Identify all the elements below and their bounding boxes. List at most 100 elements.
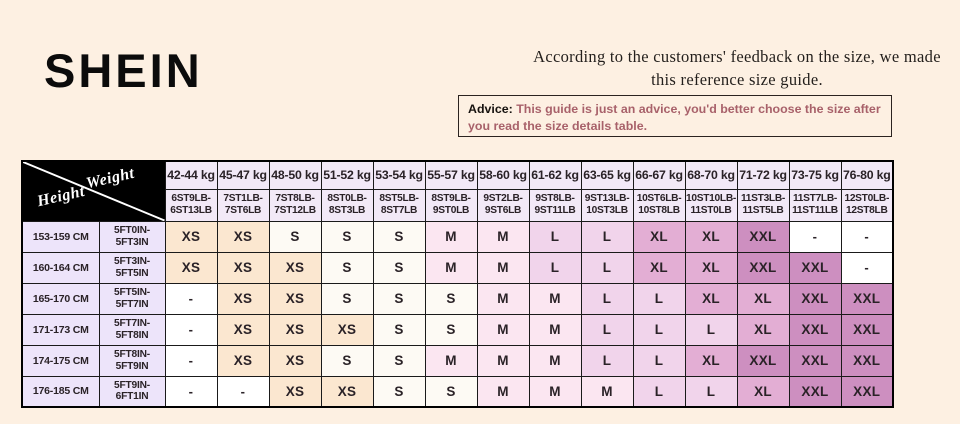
weight-lb-from: 8ST5LB- <box>379 193 419 205</box>
size-cell: XXL <box>840 375 894 408</box>
size-cell: XL <box>684 344 738 377</box>
height-cm-cell: 171-173 CM <box>21 313 100 346</box>
size-cell: M <box>528 375 582 408</box>
height-ft-cell: 5FT0IN- 5FT3IN <box>98 220 166 253</box>
weight-lb-from: 7ST8LB- <box>275 193 315 205</box>
weight-lb-to: 8ST3LB <box>328 205 366 216</box>
table-row: 160-164 CM 5FT3IN- 5FT5IN XS XS XS S S M M L L XL XL X… <box>21 251 894 284</box>
weight-header-lb: 11ST3LB- 11ST5LB <box>736 188 790 222</box>
size-cell: L <box>580 251 634 284</box>
size-cell: XS <box>268 251 322 284</box>
size-cell: XS <box>268 375 322 408</box>
weight-lb-to: 8ST7LB <box>380 205 418 216</box>
size-cell: XL <box>632 220 686 253</box>
weight-header-lb: 10ST6LB- 10ST8LB <box>632 188 686 222</box>
height-ft-from: 5FT9IN- <box>114 379 150 391</box>
size-cell: XS <box>164 220 218 253</box>
size-cell: XS <box>216 220 270 253</box>
height-cm-cell: 160-164 CM <box>21 251 100 284</box>
size-cell: XXL <box>840 313 894 346</box>
size-cell: XS <box>268 344 322 377</box>
size-cell: - <box>788 220 842 253</box>
size-cell: XS <box>268 313 322 346</box>
table-row: 153-159 CM 5FT0IN- 5FT3IN XS XS S S S M M L L XL XL XX… <box>21 220 894 253</box>
weight-lb-to: 7ST12LB <box>274 205 316 216</box>
size-cell: XS <box>216 251 270 284</box>
weight-lb-from: 7ST1LB- <box>223 193 263 205</box>
size-cell: XXL <box>788 251 842 284</box>
weight-header-kg: 73-75 kg <box>788 160 842 190</box>
size-cell: L <box>632 344 686 377</box>
size-cell: S <box>320 344 374 377</box>
size-cell: XL <box>632 251 686 284</box>
height-ft-cell: 5FT8IN- 5FT9IN <box>98 344 166 377</box>
weight-lb-to: 11ST5LB <box>742 205 784 216</box>
size-cell: XXL <box>840 344 894 377</box>
weight-lb-from: 8ST9LB- <box>431 193 471 205</box>
weight-lb-from: 11ST3LB- <box>740 193 786 205</box>
size-cell: L <box>580 282 634 315</box>
weight-header-lb: 7ST8LB- 7ST12LB <box>268 188 322 222</box>
size-cell: M <box>476 375 530 408</box>
size-cell: - <box>164 375 218 408</box>
size-cell: XS <box>320 375 374 408</box>
page-headline: According to the customers' feedback on … <box>533 47 941 90</box>
size-cell: L <box>580 220 634 253</box>
weight-lb-from: 9ST2LB- <box>483 193 523 205</box>
weight-lb-from: 9ST8LB- <box>535 193 575 205</box>
weight-header-kg: 53-54 kg <box>372 160 426 190</box>
diagonal-divider-icon <box>23 162 165 221</box>
size-cell: XXL <box>788 282 842 315</box>
height-ft-to: 5FT8IN <box>115 329 149 341</box>
size-cell: XS <box>320 313 374 346</box>
size-cell: M <box>424 251 478 284</box>
size-cell: S <box>372 313 426 346</box>
size-cell: XS <box>216 313 270 346</box>
height-ft-to: 6FT1IN <box>115 391 149 403</box>
size-cell: L <box>684 375 738 408</box>
size-cell: M <box>476 344 530 377</box>
weight-lb-from: 8ST0LB- <box>327 193 367 205</box>
weight-header-kg: 63-65 kg <box>580 160 634 190</box>
size-cell: S <box>372 220 426 253</box>
weight-lb-from: 12ST0LB- <box>844 193 890 205</box>
height-ft-from: 5FT7IN- <box>114 317 150 329</box>
size-cell: S <box>372 375 426 408</box>
table-body: 153-159 CM 5FT0IN- 5FT3IN XS XS S S S M M L L XL XL XX… <box>21 220 894 408</box>
size-cell: M <box>528 282 582 315</box>
size-cell: XL <box>736 282 790 315</box>
size-cell: S <box>424 282 478 315</box>
weight-header-kg: 76-80 kg <box>840 160 894 190</box>
height-ft-to: 5FT9IN <box>115 360 149 372</box>
weight-lb-to: 10ST8LB <box>638 205 680 216</box>
size-cell: M <box>424 344 478 377</box>
size-cell: XXL <box>736 220 790 253</box>
weight-lb-to: 9ST11LB <box>534 205 576 216</box>
size-cell: XS <box>164 251 218 284</box>
height-ft-cell: 5FT9IN- 6FT1IN <box>98 375 166 408</box>
height-cm-cell: 176-185 CM <box>21 375 100 408</box>
size-cell: L <box>580 313 634 346</box>
size-cell: L <box>528 220 582 253</box>
weight-header-kg: 55-57 kg <box>424 160 478 190</box>
advice-box: Advice: This guide is just an advice, yo… <box>458 95 892 137</box>
table-row: 174-175 CM 5FT8IN- 5FT9IN - XS XS S S M M M L L XL XXL… <box>21 344 894 377</box>
size-cell: - <box>164 313 218 346</box>
weight-lb-to: 7ST6LB <box>224 205 262 216</box>
size-guide-table: Weight Height 42-44 kg 45-47 kg 48-50 kg 51… <box>21 160 894 408</box>
size-cell: - <box>840 220 894 253</box>
weight-header-lb: 6ST9LB- 6ST13LB <box>164 188 218 222</box>
weight-header-lb: 10ST10LB- 11ST0LB <box>684 188 738 222</box>
height-ft-cell: 5FT5IN- 5FT7IN <box>98 282 166 315</box>
weight-lb-to: 9ST0LB <box>432 205 470 216</box>
height-ft-to: 5FT3IN <box>115 236 149 248</box>
table-row: 171-173 CM 5FT7IN- 5FT8IN - XS XS XS S S M M L L L XL X… <box>21 313 894 346</box>
size-cell: XL <box>736 313 790 346</box>
advice-label: Advice: <box>468 102 513 116</box>
weight-lb-from: 6ST9LB- <box>171 193 211 205</box>
size-cell: XXL <box>736 251 790 284</box>
size-cell: M <box>476 220 530 253</box>
size-cell: - <box>164 282 218 315</box>
size-cell: XL <box>684 282 738 315</box>
weight-lb-from: 11ST7LB- <box>792 193 838 205</box>
